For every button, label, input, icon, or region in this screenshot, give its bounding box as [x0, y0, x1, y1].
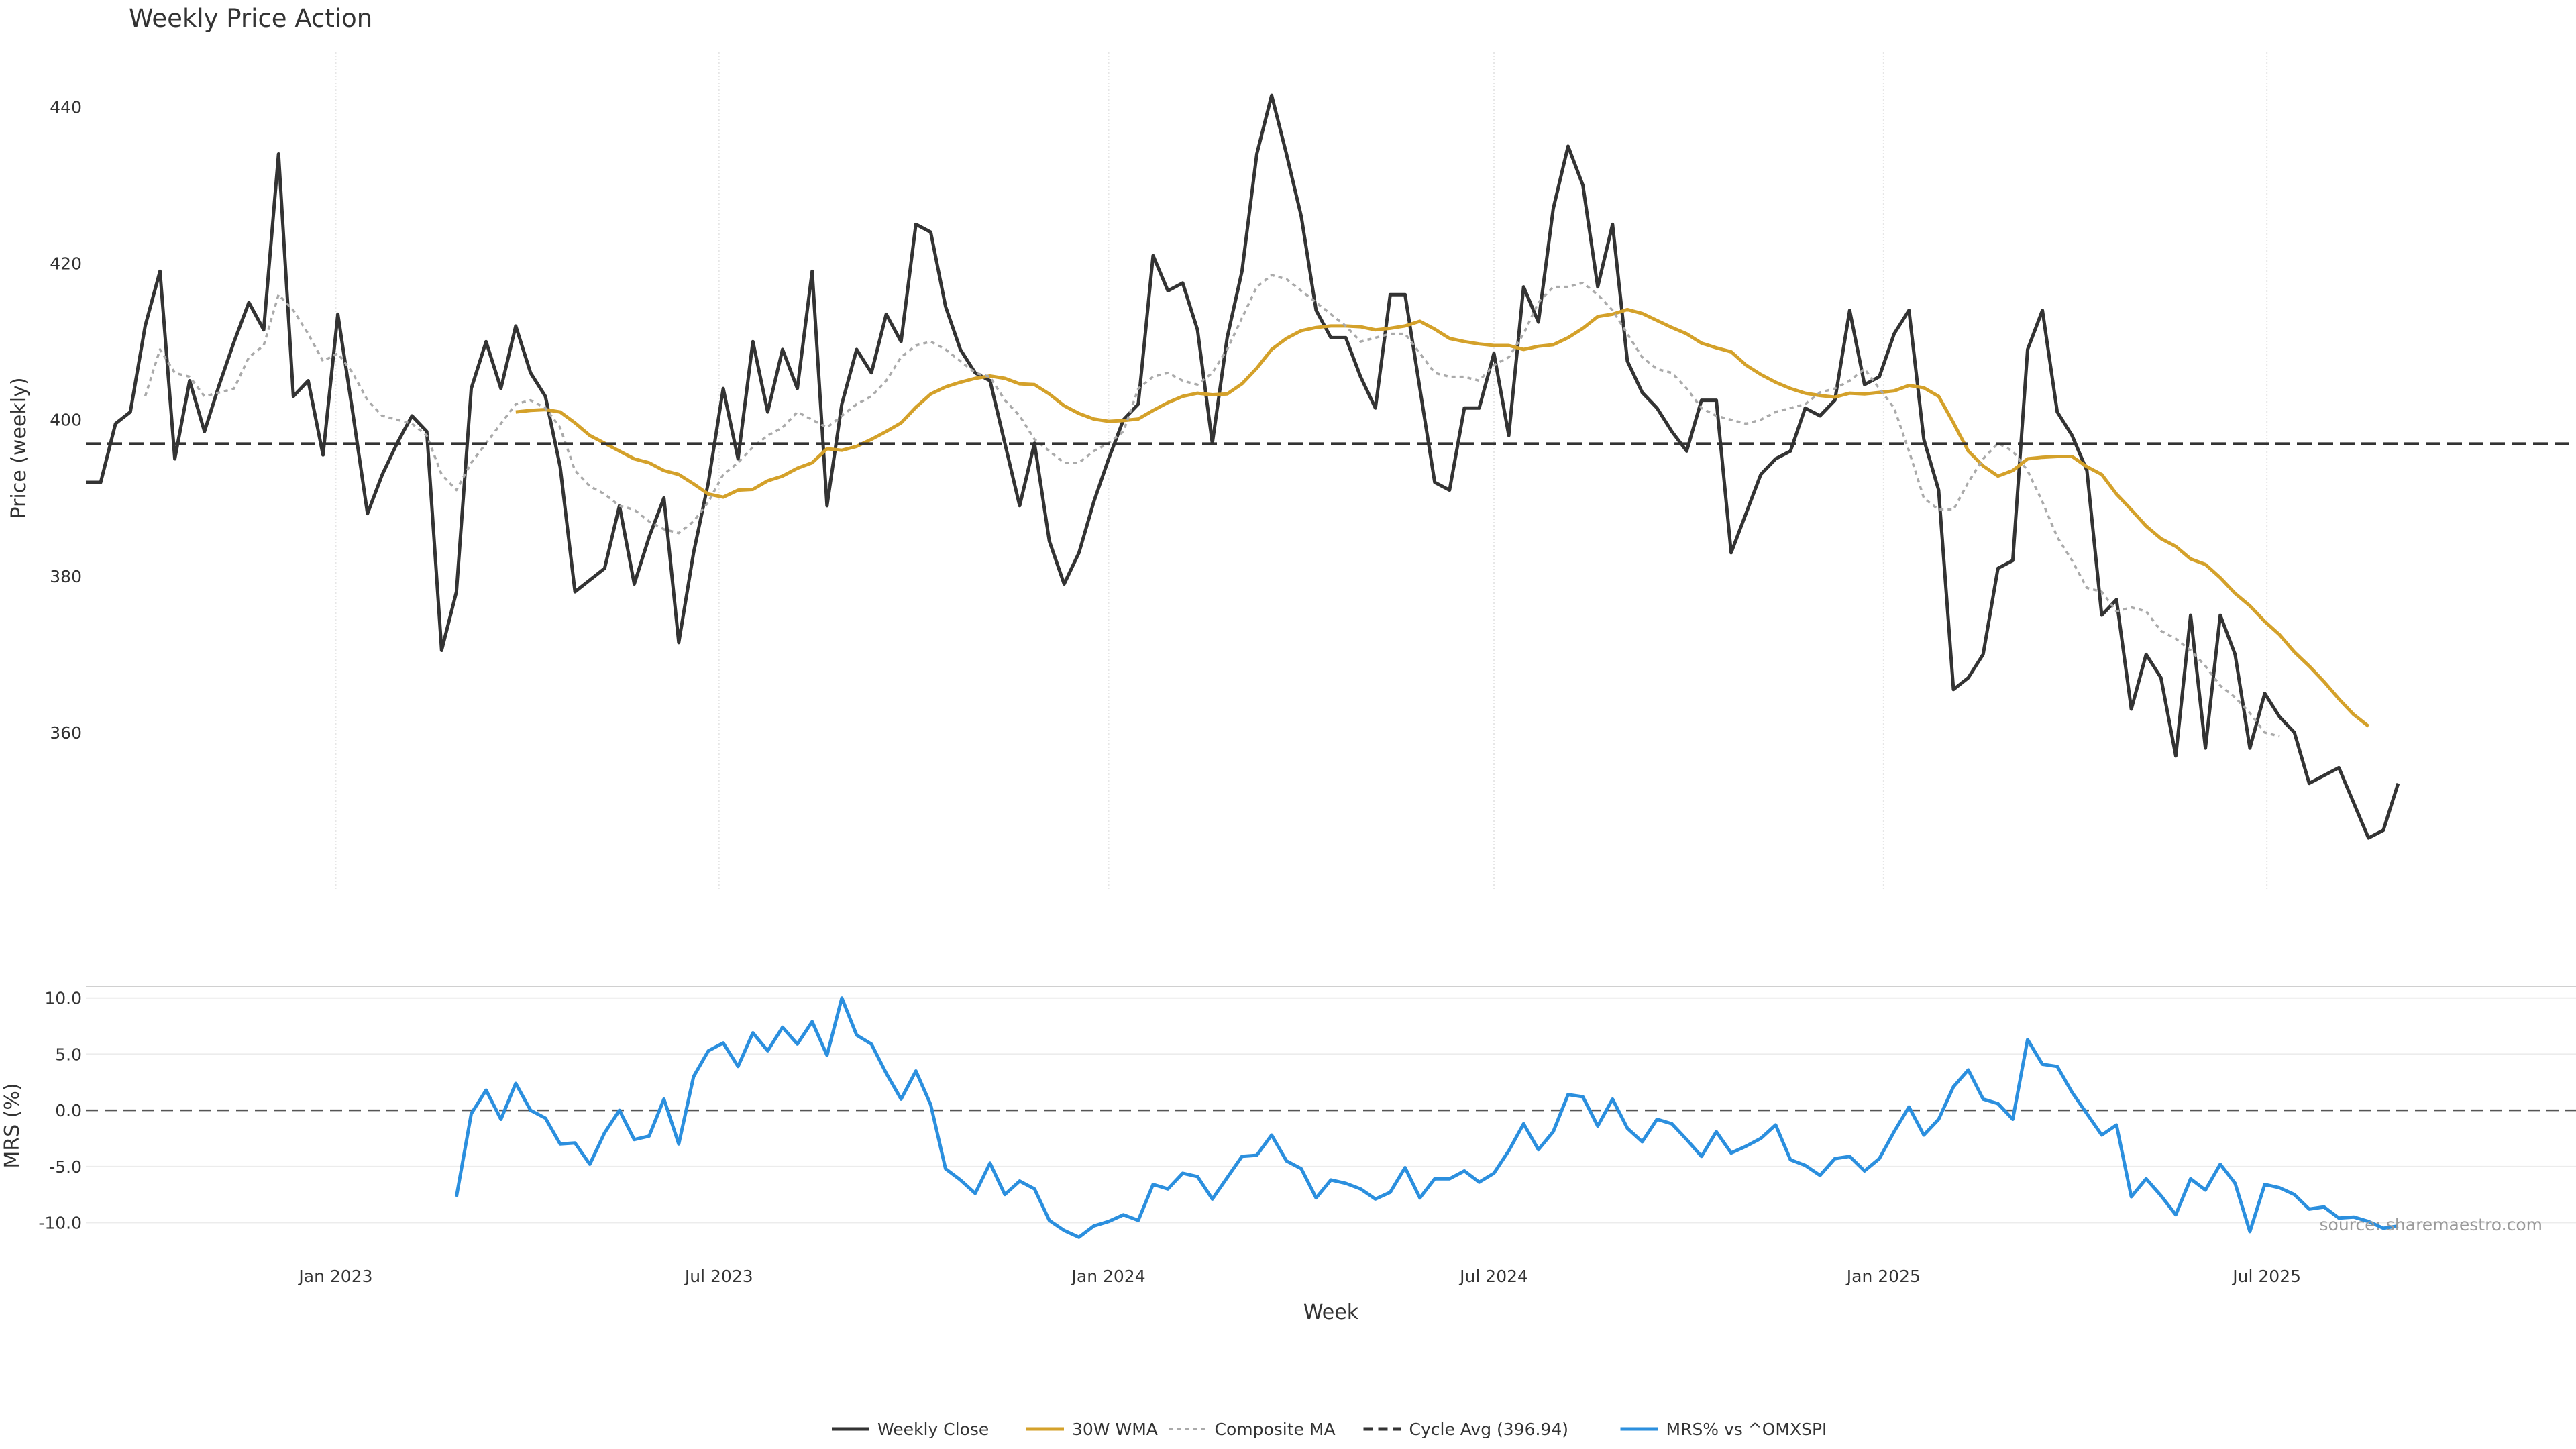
legend-item: MRS% vs ^OMXSPI	[1620, 1419, 1827, 1439]
bottom-horizontal-grid	[86, 997, 2576, 1224]
top-y-ticks: 360 380 400 420 440	[50, 98, 82, 743]
top-y-tick-label: 440	[50, 98, 82, 117]
top-y-axis-label: Price (weekly)	[7, 377, 31, 519]
x-axis-label: Week	[1303, 1301, 1359, 1324]
bottom-y-ticks: -10.0 -5.0 0.0 5.0 10.0	[38, 989, 82, 1233]
weekly-close-line	[86, 93, 2400, 840]
chart-title: Weekly Price Action	[129, 4, 372, 33]
x-tick-label: Jan 2024	[1071, 1267, 1146, 1286]
x-tick-label: Jan 2023	[297, 1267, 372, 1286]
legend-item: Weekly Close	[832, 1419, 989, 1439]
legend-item: Composite MA	[1169, 1419, 1336, 1439]
top-vertical-grid	[335, 52, 2268, 889]
x-tick-label: Jan 2025	[1845, 1267, 1921, 1286]
chart-legend: Weekly Close 30W WMA Composite MA Cycle Avg…	[832, 1419, 1827, 1439]
legend-item: Cycle Avg (396.94)	[1363, 1419, 1569, 1439]
x-tick-labels: Jan 2023 Jul 2023 Jan 2024 Jul 2024 Jan 2025…	[297, 1267, 2301, 1286]
legend-label: Weekly Close	[877, 1419, 989, 1439]
bottom-y-tick-label: 10.0	[44, 989, 82, 1008]
x-tick-label: Jul 2023	[684, 1267, 753, 1286]
bottom-y-tick-label: 5.0	[55, 1044, 82, 1064]
x-tick-label: Jul 2025	[2231, 1267, 2301, 1286]
legend-label: 30W WMA	[1072, 1419, 1158, 1439]
mrs-line	[454, 996, 2399, 1239]
bottom-y-tick-label: -5.0	[49, 1157, 82, 1177]
legend-label: Composite MA	[1215, 1419, 1336, 1439]
bottom-y-tick-label: 0.0	[55, 1101, 82, 1120]
legend-item: 30W WMA	[1026, 1419, 1158, 1439]
top-y-tick-label: 400	[50, 411, 82, 430]
top-y-tick-label: 420	[50, 254, 82, 274]
top-series-lines	[86, 93, 2576, 840]
30w-wma-line	[515, 307, 2370, 728]
bottom-y-axis-label: MRS (%)	[1, 1083, 24, 1168]
bottom-y-tick-label: -10.0	[38, 1214, 82, 1233]
bottom-series-lines	[454, 996, 2399, 1239]
top-y-tick-label: 380	[50, 567, 82, 586]
composite-ma-line	[144, 274, 2280, 738]
top-y-tick-label: 360	[50, 723, 82, 743]
x-tick-label: Jul 2024	[1458, 1267, 1528, 1286]
source-note: source: sharemaestro.com	[2320, 1215, 2543, 1234]
legend-label: MRS% vs ^OMXSPI	[1666, 1419, 1827, 1439]
legend-label: Cycle Avg (396.94)	[1409, 1419, 1569, 1439]
